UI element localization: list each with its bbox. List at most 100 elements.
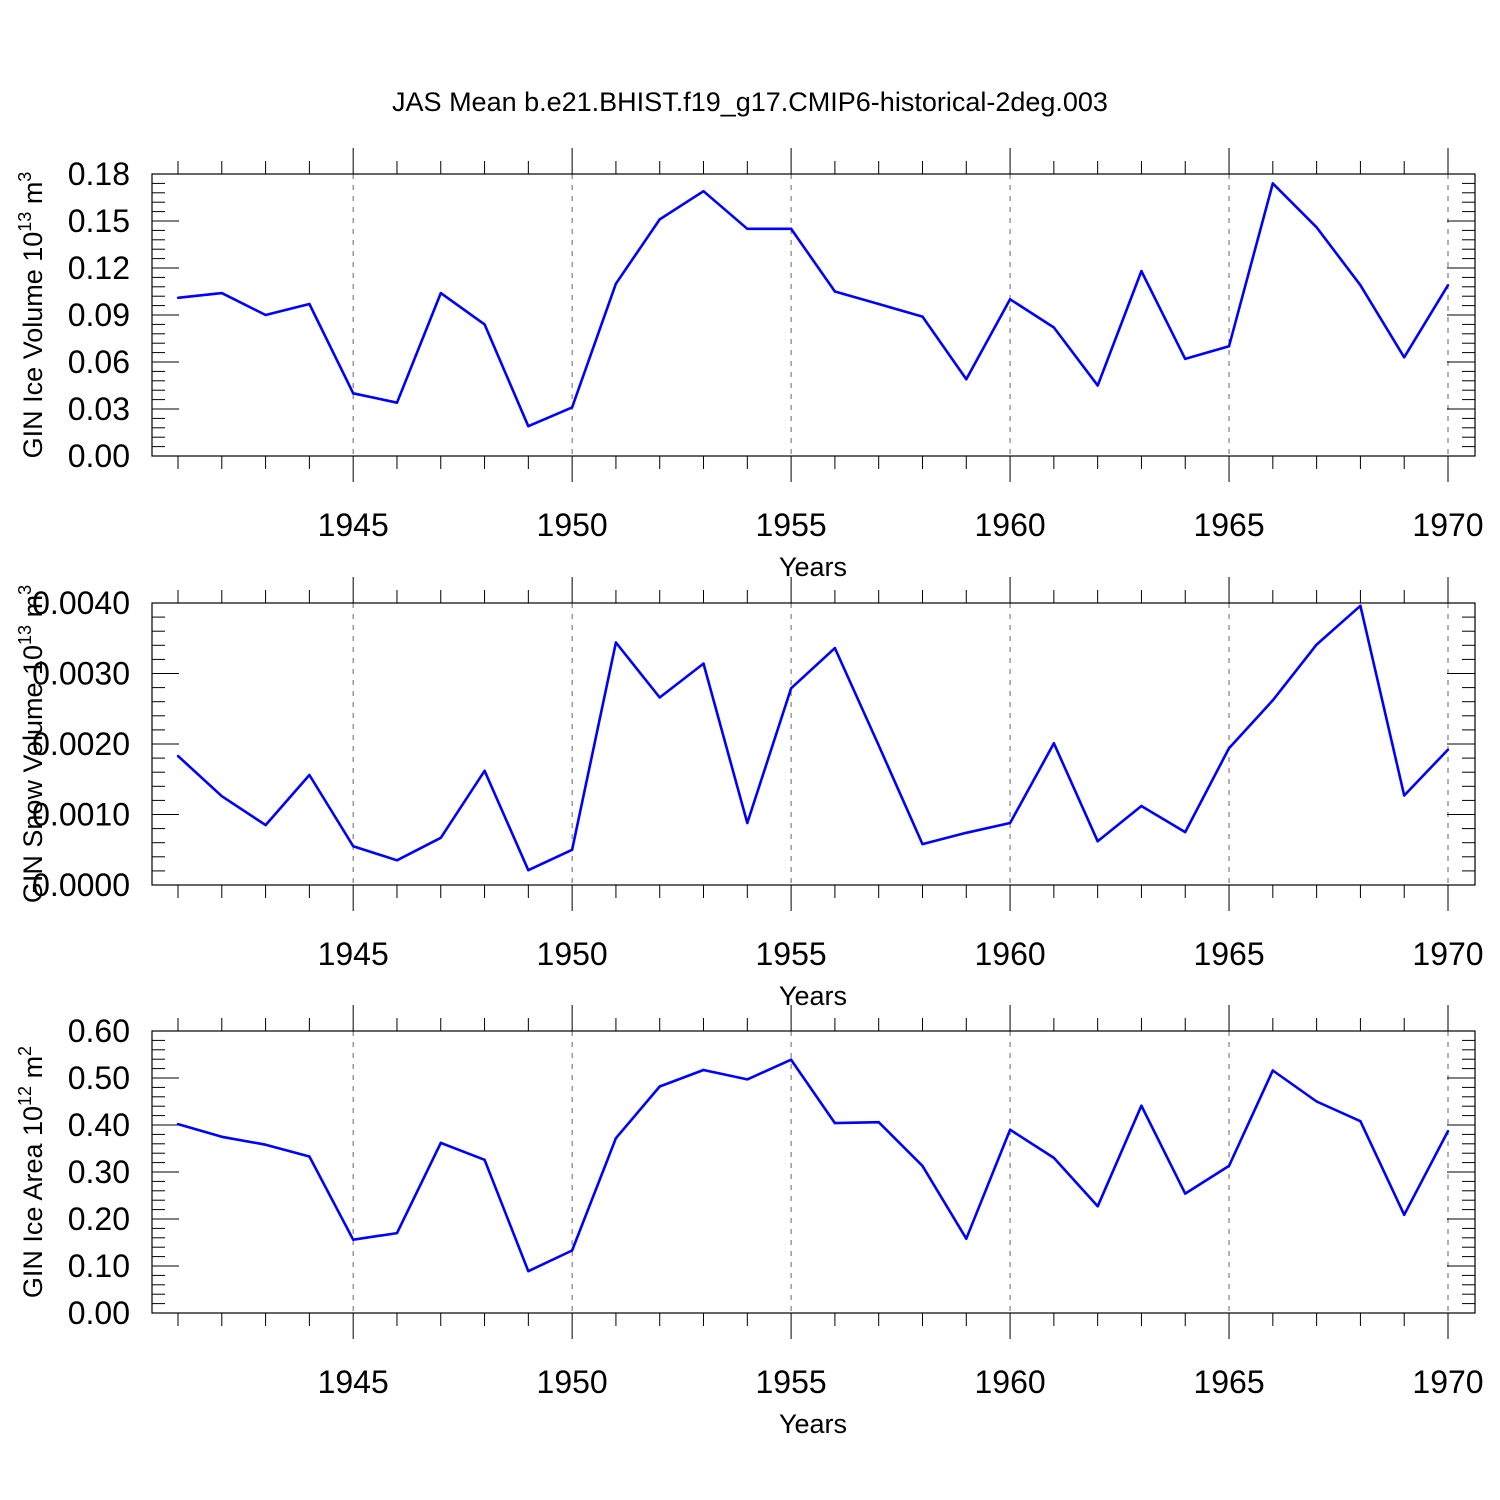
data-point (1052, 742, 1056, 745)
x-tick-label: 1950 (537, 507, 608, 543)
data-point (1315, 643, 1318, 646)
figure-title: JAS Mean b.e21.BHIST.f19_g17.CMIP6-histo… (392, 87, 1108, 117)
data-point (570, 848, 574, 851)
data-point (1008, 821, 1012, 825)
data-point (220, 794, 223, 798)
panels-container: 0.00 0.03 0.06 0.09 0.12 0.15 0.18 1945 1950 1955… (15, 148, 1484, 1439)
x-tick-label: 1955 (756, 1364, 827, 1400)
data-point (1271, 699, 1275, 702)
data-point (702, 1068, 705, 1072)
data-point (395, 859, 399, 862)
y-tick-label: 0.06 (68, 344, 130, 380)
x-axis-title: Years (779, 981, 847, 1011)
data-point (1315, 226, 1318, 229)
y-tick-label: 0.30 (68, 1154, 130, 1190)
y-tick-label: 0.0010 (32, 797, 130, 833)
x-tick-label: 1955 (756, 507, 827, 543)
data-point (351, 1238, 355, 1241)
data-point (220, 1135, 223, 1138)
data-point (877, 302, 880, 306)
data-point (351, 392, 355, 395)
data-point (1052, 326, 1056, 329)
data-point (308, 1155, 311, 1158)
data-point (264, 313, 267, 317)
x-tick-label: 1950 (537, 936, 608, 972)
data-point (746, 821, 749, 825)
data-point (527, 868, 530, 872)
data-point (658, 218, 661, 221)
data-point (483, 769, 486, 772)
data-point (789, 687, 793, 690)
data-point (308, 302, 311, 306)
data-point (1227, 1164, 1231, 1168)
y-tick-label: 0.20 (68, 1201, 130, 1237)
data-point (1096, 840, 1099, 843)
data-point (1271, 1069, 1275, 1072)
data-point (877, 1120, 880, 1124)
data-point (1446, 284, 1450, 287)
y-tick-label: 0.0040 (32, 585, 130, 621)
data-point (570, 1249, 574, 1252)
x-tick-label: 1960 (974, 1364, 1045, 1400)
data-point (658, 1085, 661, 1088)
data-point (1140, 1104, 1143, 1107)
data-point (1403, 1213, 1406, 1216)
data-point (702, 662, 705, 665)
x-tick-label: 1950 (537, 1364, 608, 1400)
data-point (527, 1269, 530, 1273)
y-tick-label: 0.10 (68, 1248, 130, 1284)
data-point (176, 296, 180, 299)
x-tick-label: 1945 (318, 936, 389, 972)
y-tick-label: 0.60 (68, 1013, 130, 1049)
data-point (921, 1164, 924, 1168)
data-point (921, 315, 924, 318)
y-axis-title: GIN Snow Volume 1013 m3 (15, 585, 48, 903)
y-axis-title: GIN Ice Volume 1013 m3 (15, 172, 48, 459)
y-tick-label: 0.09 (68, 297, 130, 333)
chart-panel-2: 0.0000 0.0010 0.0020 0.0030 0.0040 1945 1950 19… (15, 577, 1484, 1011)
data-point (1096, 384, 1099, 387)
data-point (789, 1058, 793, 1061)
y-tick-label: 0.15 (68, 203, 130, 239)
data-point (1096, 1205, 1099, 1208)
data-point (527, 425, 530, 428)
data-point (395, 401, 399, 404)
series-line (177, 1058, 1450, 1273)
data-point (1227, 345, 1231, 348)
data-point (439, 1141, 442, 1145)
x-tick-label: 1965 (1193, 1364, 1264, 1400)
data-point (308, 773, 311, 777)
x-tick-label: 1945 (318, 1364, 389, 1400)
x-tick-label: 1945 (318, 507, 389, 543)
y-tick-label: 0.00 (68, 438, 130, 474)
x-tick-label: 1960 (974, 507, 1045, 543)
y-tick-label: 0.50 (68, 1060, 130, 1096)
data-point (833, 646, 837, 650)
data-point (1052, 1156, 1056, 1160)
data-point (483, 323, 486, 326)
data-point (1359, 1120, 1362, 1123)
data-point (614, 1136, 618, 1140)
y-tick-label: 0.40 (68, 1107, 130, 1143)
x-tick-label: 1970 (1412, 507, 1483, 543)
x-tick-label: 1965 (1193, 936, 1264, 972)
data-point (614, 641, 618, 644)
x-tick-label: 1970 (1412, 1364, 1483, 1400)
data-point (877, 744, 880, 747)
data-point (965, 831, 968, 835)
data-point (264, 823, 267, 827)
data-point (1184, 830, 1187, 834)
data-point (965, 1237, 968, 1240)
data-point (965, 378, 968, 381)
data-point (1008, 1128, 1012, 1131)
data-point (1403, 356, 1406, 359)
data-point (439, 836, 442, 839)
series-line (177, 604, 1449, 872)
data-point (264, 1143, 267, 1146)
data-point (176, 754, 180, 758)
data-point (833, 1121, 837, 1125)
data-point (1315, 1100, 1318, 1103)
data-point (833, 290, 837, 293)
chart-panel-3: 0.00 0.10 0.20 0.30 0.40 0.50 0.60 1945 1950 1955… (15, 1005, 1484, 1439)
